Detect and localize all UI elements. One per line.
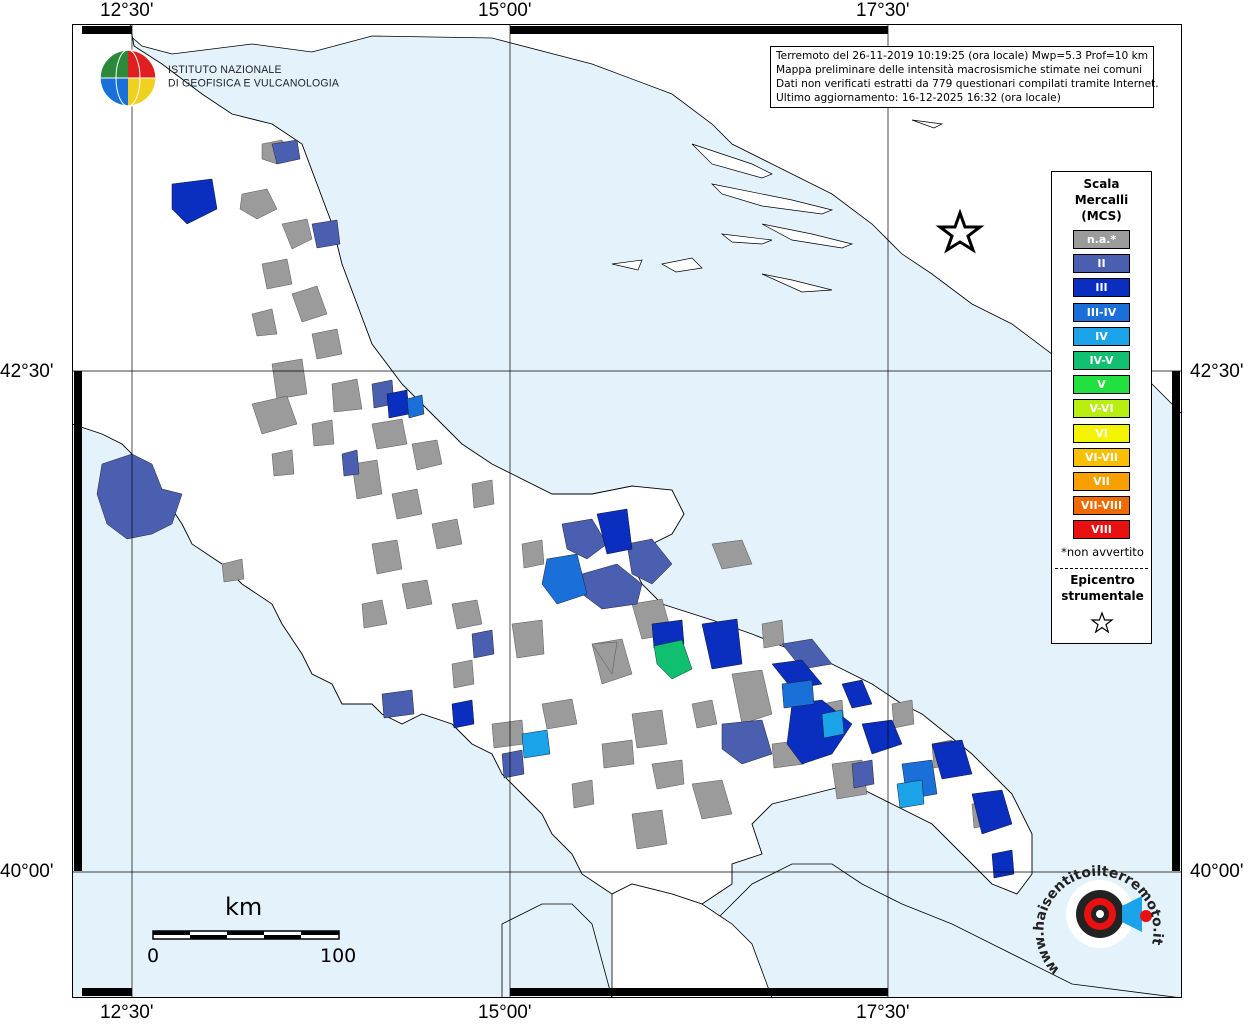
island-4 [720,233,773,245]
ingv-name-line1: ISTITUTO NAZIONALE [168,63,282,76]
legend-epicenter-line1: Epicentro [1070,573,1135,587]
lon-label-top-2: 15°00' [478,0,532,21]
legend-title-line3: (MCS) [1081,209,1122,223]
scale-end: 100 [320,945,357,967]
legend-item-vii-viii: VII-VIII [1073,496,1130,516]
scale-bar [152,930,340,940]
island-6 [611,259,643,271]
legend-item-v-vi: V-VI [1073,399,1130,419]
municipalities-iii-iv [406,394,938,800]
legend-item-n-a: n.a.* [1073,230,1130,249]
legend-item-viii: VIII [1073,520,1130,540]
scale-start: 0 [147,945,160,967]
graticule [72,24,1182,998]
event-info-box: Terremoto del 26-11-2019 10:19:25 (ora l… [770,46,1159,108]
lon-label-bottom-1: 12°30' [100,1002,154,1023]
epicenter-star[interactable] [935,208,985,254]
badge-url-text: www.haisentitoilterremoto.it [1031,864,1165,978]
ionian-sea [711,863,1182,998]
legend-title: Scala Mercalli (MCS) [1052,176,1151,224]
legend-item-v: V [1073,375,1130,395]
legend-note: *non avvertito [1061,545,1144,559]
island-5 [661,257,703,273]
lat-label-left-1: 42°30' [0,361,54,382]
legend-item-iv-v: IV-V [1073,351,1130,370]
legend-item-vii: VII [1073,472,1130,491]
haisentito-badge [1066,880,1152,948]
legend-star-icon [1090,611,1114,634]
calabria-land [611,883,773,998]
legend-title-line1: Scala [1083,177,1120,191]
scale-unit: km [225,893,263,921]
intensity-map[interactable] [72,24,1182,998]
map-border [72,24,1182,998]
ingv-name-line2: DI GEOFISICA E VULCANOLOGIA [168,77,340,90]
island-3 [761,223,854,249]
event-info-line2: Mappa preliminare delle intensità macros… [776,64,1143,76]
legend-item-iii-iv: III-IV [1073,302,1130,322]
lat-label-right-2: 40°00' [1190,861,1244,882]
ingv-logo-icon [99,49,157,107]
ingv-name: ISTITUTO NAZIONALE DI GEOFISICA E VULCAN… [168,63,339,90]
lon-label-bottom-2: 15°00' [478,1002,532,1023]
legend-item-vi-vii: VI-VII [1073,447,1130,467]
event-info-line3: Dati non verificati estratti da 779 ques… [776,78,1159,90]
island-8 [911,119,944,129]
haisentito-badge-text: www.haisentitoilterremoto.it [1031,864,1165,978]
municipalities-iv-v [653,639,693,680]
legend-item-vi: VI [1073,423,1130,443]
legend-item-iv: IV [1073,326,1130,346]
lon-label-bottom-3: 17°30' [856,1002,910,1023]
legend-epicenter: Epicentro strumentale [1052,572,1153,604]
legend-epicenter-line2: strumentale [1061,589,1144,603]
svg-text:www.haisentitoilterremoto.it: www.haisentitoilterremoto.it [1031,864,1165,978]
lon-label-top-1: 12°30' [100,0,154,21]
municipalities-ii [96,139,875,789]
legend-item-ii: II [1073,254,1130,274]
municipalities-iv [521,709,925,809]
event-info-line1: Terremoto del 26-11-2019 10:19:25 (ora l… [776,50,1149,62]
tyrrhenian-sea-south [501,903,613,998]
lat-label-right-1: 42°30' [1190,361,1244,382]
legend-title-line2: Mercalli [1074,193,1129,207]
frame-bars [74,26,1180,996]
legend-item-iii: III [1073,278,1130,298]
municipalities-iii [171,178,1015,879]
legend-divider [1055,568,1148,569]
lat-label-left-2: 40°00' [0,861,54,882]
island-1 [691,143,773,179]
island-7 [761,273,833,293]
mcs-legend: Scala Mercalli (MCS) n.a.* II III III-IV IV I… [1051,171,1152,644]
lon-label-top-3: 17°30' [856,0,910,21]
event-info-line4: Ultimo aggiornamento: 16-12-2025 16:32 (… [776,92,1061,104]
island-2 [710,183,834,215]
